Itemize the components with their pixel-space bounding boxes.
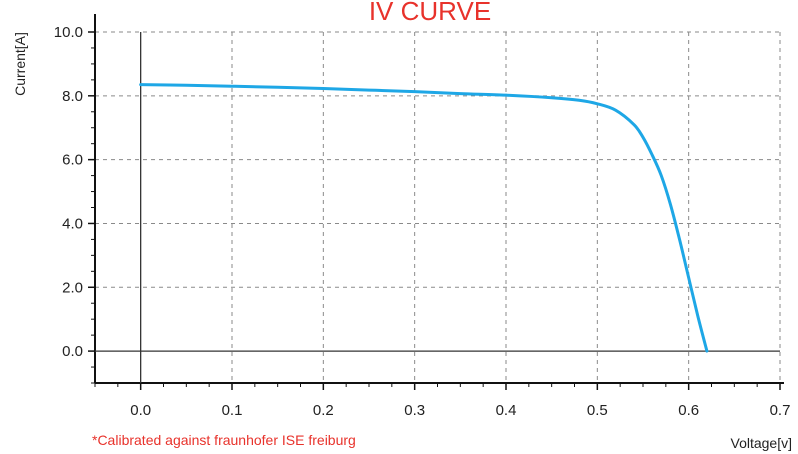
x-tick-label-0: 0.0 bbox=[130, 402, 151, 419]
x-tick-label-3: 0.3 bbox=[404, 402, 425, 419]
series-layer bbox=[139, 83, 709, 353]
y-tick-label-4: 8.0 bbox=[62, 88, 83, 105]
y-tick-label-1: 2.0 bbox=[62, 279, 83, 296]
iv-curve-line-0 bbox=[139, 83, 709, 353]
axis-layer bbox=[88, 14, 784, 390]
y-tick-label-3: 6.0 bbox=[62, 152, 83, 169]
chart-title: IV CURVE bbox=[369, 0, 491, 26]
y-tick-label-0: 0.0 bbox=[62, 343, 83, 360]
x-axis-title: Voltage[v] bbox=[731, 435, 793, 451]
y-tick-label-5: 10.0 bbox=[54, 24, 83, 41]
calibration-footnote: *Calibrated against fraunhofer ISE freib… bbox=[92, 432, 356, 448]
x-tick-label-5: 0.5 bbox=[587, 402, 608, 419]
y-axis-title: Current[A] bbox=[12, 32, 28, 96]
x-tick-label-1: 0.1 bbox=[222, 402, 243, 419]
x-tick-label-7: 0.7 bbox=[770, 402, 791, 419]
x-tick-label-2: 0.2 bbox=[313, 402, 334, 419]
y-tick-label-2: 4.0 bbox=[62, 215, 83, 232]
label-layer: 0.0 2.0 4.0 6.0 8.0 10.0 0.0 0.1 0.2 0.3 0.4 0.5 0.6… bbox=[54, 24, 791, 419]
x-tick-label-4: 0.4 bbox=[496, 402, 517, 419]
x-tick-label-6: 0.6 bbox=[678, 402, 699, 419]
